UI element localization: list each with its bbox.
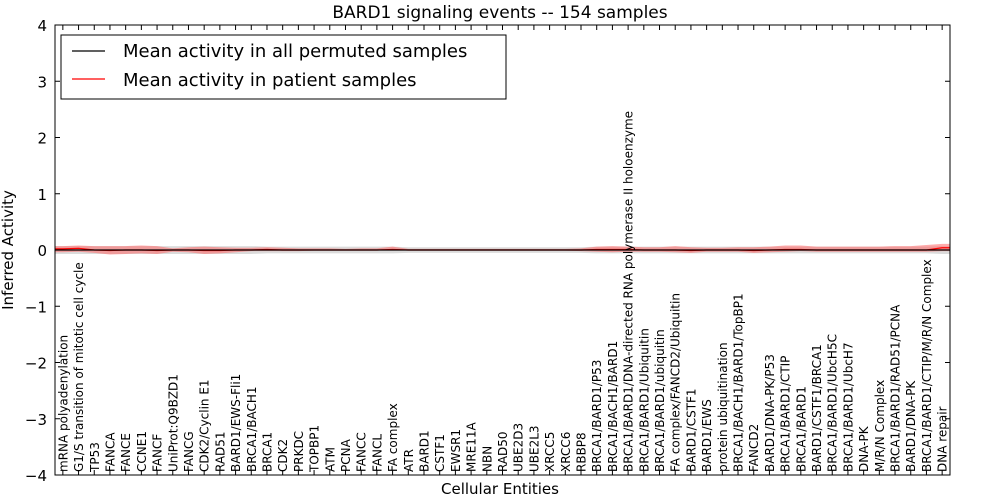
x-tick-label: FA complex/FANCD2/Ubiquitin: [669, 293, 683, 472]
x-tick-label: BRCA1/BARD1: [794, 386, 808, 472]
y-tick-label: 4: [37, 17, 47, 35]
x-tick-label: RAD50: [496, 431, 510, 472]
x-tick-label: BRCA1/BACH1/BARD1/TopBP1: [732, 293, 746, 472]
series-lines: [55, 247, 950, 252]
x-tick-label: FANCG: [182, 431, 196, 472]
x-tick-label: RAD51: [213, 431, 227, 472]
x-tick-label: MRE11A: [465, 421, 479, 472]
x-tick-label: BRCA1/BARD1/Ubiquitin: [637, 328, 651, 472]
x-tick-label: UBE2L3: [527, 425, 541, 472]
x-tick-label: NBN: [480, 446, 494, 472]
x-tick-label: DNA-PK: [857, 425, 871, 472]
x-tick-label: BARD1/DNA-PK/P53: [763, 354, 777, 472]
chart-title: BARD1 signaling events -- 154 samples: [332, 3, 667, 23]
y-tick-label: 2: [37, 130, 47, 148]
x-tick-label: M/R/N Complex: [873, 380, 887, 472]
x-tick-label: BRCA1/BARD1/UbcH5C: [826, 334, 840, 472]
x-tick-label: BRCA1/BARD1/UbcH7: [841, 342, 855, 472]
x-tick-label: BARD1/EWS-Fli1: [229, 374, 243, 472]
x-tick-label: EWSR1: [449, 429, 463, 472]
x-tick-label: BRCA1/BARD1/CTIP/M/R/N Complex: [920, 259, 934, 472]
x-tick-label: BARD1/CSTF1: [684, 388, 698, 472]
x-tick-label: FANCE: [119, 433, 133, 472]
x-tick-label: BRCA1/BARD1/RAD51/PCNA: [889, 304, 903, 472]
x-tick-label: BRCA1: [260, 432, 274, 472]
x-tick-label: XRCC5: [543, 432, 557, 472]
legend-label-patient: Mean activity in patient samples: [123, 70, 417, 91]
patient-activity-band: [55, 243, 950, 255]
x-tick-label: BRCA1/BACH1: [245, 386, 259, 472]
x-tick-label: G1/S transition of mitotic cell cycle: [72, 262, 86, 472]
x-tick-label: UBE2D3: [512, 423, 526, 472]
y-tick-label: 0: [37, 242, 47, 260]
x-tick-label: protein ubiquitination: [716, 342, 730, 472]
x-tick-label: CDK2: [276, 439, 290, 472]
x-axis: mRNA polyadenylation G1/S transition of m…: [56, 25, 950, 475]
x-tick-label: FANCD2: [747, 424, 761, 472]
y-axis: −4 −3 −2 −1 0 1 2 3 4: [25, 17, 950, 485]
x-tick-label: PCNA: [339, 438, 353, 472]
x-tick-label: PRKDC: [292, 431, 306, 472]
x-tick-label: BRCA1/BARD1/CTIP: [779, 356, 793, 472]
x-tick-label: DNA repair: [936, 406, 950, 472]
x-tick-label: ATM: [323, 447, 337, 472]
legend: Mean activity in all permuted samples Me…: [60, 34, 507, 100]
y-tick-label: −1: [25, 298, 47, 316]
x-tick-label: BRCA1/BARD1/P53: [590, 360, 604, 472]
x-tick-label: BARD1/CSTF1/BRCA1: [810, 344, 824, 472]
x-tick-label: CSTF1: [433, 434, 447, 472]
y-tick-label: −2: [25, 355, 47, 373]
x-tick-label: CDK2/Cyclin E1: [198, 379, 212, 472]
y-tick-label: 3: [37, 73, 47, 91]
x-tick-label: FANCC: [355, 432, 369, 472]
y-tick-label: 1: [37, 186, 47, 204]
y-axis-label: Inferred Activity: [0, 190, 17, 310]
x-tick-label: XRCC6: [559, 432, 573, 472]
x-tick-label: ATR: [402, 449, 416, 472]
x-tick-label: BARD1: [417, 430, 431, 472]
x-tick-label: CCNE1: [135, 431, 149, 472]
x-tick-label: BRCA1/BARD1/ubiquitin: [653, 329, 667, 472]
x-tick-label: mRNA polyadenylation: [56, 335, 70, 472]
x-tick-label: BARD1/DNA-PK: [904, 380, 918, 472]
x-tick-label: FA complex: [386, 403, 400, 472]
x-tick-label: BARD1/EWS: [700, 399, 714, 472]
y-tick-label: −4: [25, 467, 47, 485]
x-tick-label: BRCA1/BARD1/DNA-directed RNA polymerase …: [622, 111, 636, 472]
y-tick-label: −3: [25, 411, 47, 429]
x-tick-label: TP53: [88, 442, 102, 473]
x-tick-label: FANCF: [151, 434, 165, 472]
x-tick-label: UniProt:Q9BZD1: [166, 374, 180, 472]
x-tick-label: TOPBP1: [308, 425, 322, 473]
x-tick-label: FANCL: [370, 434, 384, 472]
x-axis-label: Cellular Entities: [441, 480, 559, 498]
legend-box: [60, 34, 507, 100]
x-tick-label: RBBP8: [575, 432, 589, 472]
x-tick-label: FANCA: [103, 432, 117, 472]
x-tick-label: BRCA1/BACH1/BARD1: [606, 341, 620, 472]
legend-label-permuted: Mean activity in all permuted samples: [123, 41, 467, 62]
